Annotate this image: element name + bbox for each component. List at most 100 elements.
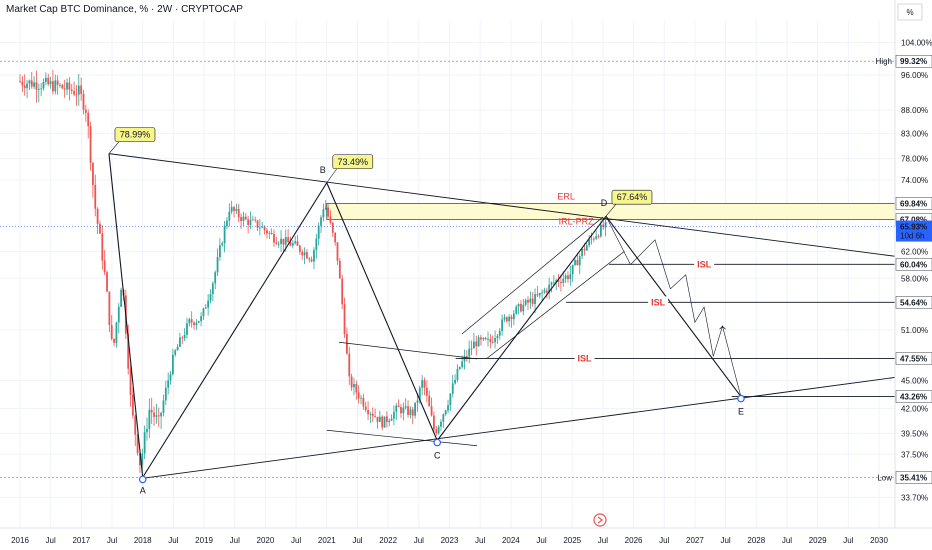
candle-body [99, 223, 101, 234]
time-tick-label: Jul [598, 536, 608, 545]
candle-body [385, 416, 388, 422]
candle-body [284, 237, 287, 245]
time-tick-label: 2023 [441, 536, 459, 545]
horizontal-levels [0, 60, 895, 478]
candle-body [277, 243, 280, 245]
candle-body [367, 410, 369, 415]
upper-trendline [108, 153, 898, 258]
candle-body [256, 220, 259, 228]
candle-body [597, 236, 600, 237]
candle-body [588, 239, 591, 246]
candle-body [393, 411, 395, 419]
price-tick-label: 78.00% [901, 155, 928, 164]
callout-box [114, 127, 156, 142]
candle-body [484, 338, 487, 340]
candle-body [444, 410, 447, 415]
price-badges: High 99.32% 69.84% 67.08% 60.04% 54.64% 47.55%… [876, 55, 932, 484]
candle-body [522, 304, 525, 312]
candle-body [400, 407, 402, 414]
candle-body [346, 334, 348, 354]
badge-caption: Low [877, 473, 892, 482]
callout-pointer [326, 168, 338, 183]
price-badge-value: 60.04% [900, 260, 927, 269]
candle-body [289, 242, 292, 246]
candle-body [350, 376, 353, 388]
candle-body [200, 316, 202, 322]
current-price-countdown: 10d 6h [900, 232, 924, 241]
candle-body [501, 319, 504, 331]
candle-body [226, 220, 228, 227]
candle-body [77, 85, 80, 95]
pattern-point-label: E [738, 407, 744, 417]
time-tick-label: 2029 [809, 536, 827, 545]
candle-body [552, 282, 555, 284]
candle-body [437, 426, 440, 434]
price-tick-label: 37.50% [901, 450, 928, 459]
price-tick-label: 42.00% [901, 405, 928, 414]
candle-body [583, 248, 586, 251]
candle-body [454, 379, 456, 384]
candle-body [75, 94, 78, 96]
candle-body [435, 429, 438, 434]
pin-icon [138, 475, 147, 484]
leg-d-e [605, 215, 742, 397]
candle-body [388, 420, 391, 422]
candle-body [68, 82, 71, 90]
candle-body [402, 407, 405, 414]
candle-body [108, 291, 111, 326]
candle-body [268, 232, 271, 234]
candle-body [404, 406, 407, 408]
candle-body [188, 319, 191, 324]
pattern-point-label: C [434, 451, 441, 461]
candle-body [54, 80, 57, 92]
candle-body [390, 418, 393, 421]
candle-body [451, 383, 454, 394]
price-tick-label: 74.00% [901, 176, 928, 185]
candle-body [336, 242, 339, 261]
candle-body [70, 89, 73, 91]
candle-body [536, 294, 539, 296]
candle-body [94, 184, 97, 209]
candle-body [465, 356, 468, 357]
pattern-drawings [108, 153, 898, 480]
price-tick-label: 104.00% [901, 39, 932, 48]
candle-body [280, 238, 282, 244]
candle-body [517, 303, 520, 307]
candle-body [571, 264, 574, 275]
candle-body [567, 275, 569, 279]
candle-body [131, 394, 134, 416]
candle-body [270, 232, 273, 234]
candle-body [505, 317, 508, 322]
candle-body [595, 236, 598, 239]
candle-body [301, 251, 304, 256]
leg-b-c [326, 182, 438, 441]
candle-body [585, 245, 588, 251]
candle-body [545, 290, 548, 293]
candle-body [202, 308, 205, 317]
isl-label: ISL [651, 297, 666, 307]
callout-text: 78.99% [120, 130, 151, 140]
candle-body [193, 322, 195, 326]
candle-body [331, 222, 334, 233]
channel-lower [486, 251, 625, 360]
candle-body [494, 338, 496, 343]
time-tick-label: Jul [659, 536, 669, 545]
candle-body [230, 207, 233, 212]
candle-body [555, 280, 558, 283]
price-badge [895, 197, 932, 210]
price-tick-label: 58.00% [901, 274, 928, 283]
callout-text: 67.64% [617, 192, 648, 202]
time-tick-label: Jul [843, 536, 853, 545]
price-axis-ticks: 104.00% 96.00% 88.00% 83.00% 78.00% 74.00% 62.… [901, 39, 932, 503]
candle-body [223, 226, 226, 244]
candle-body [228, 211, 231, 221]
pin-icon [737, 394, 745, 403]
price-badge [895, 296, 932, 309]
time-tick-label: 2019 [195, 536, 213, 545]
candle-body [155, 415, 158, 417]
candle-body [383, 416, 386, 428]
candle-body [477, 337, 480, 347]
unit-toggle[interactable] [897, 3, 923, 21]
